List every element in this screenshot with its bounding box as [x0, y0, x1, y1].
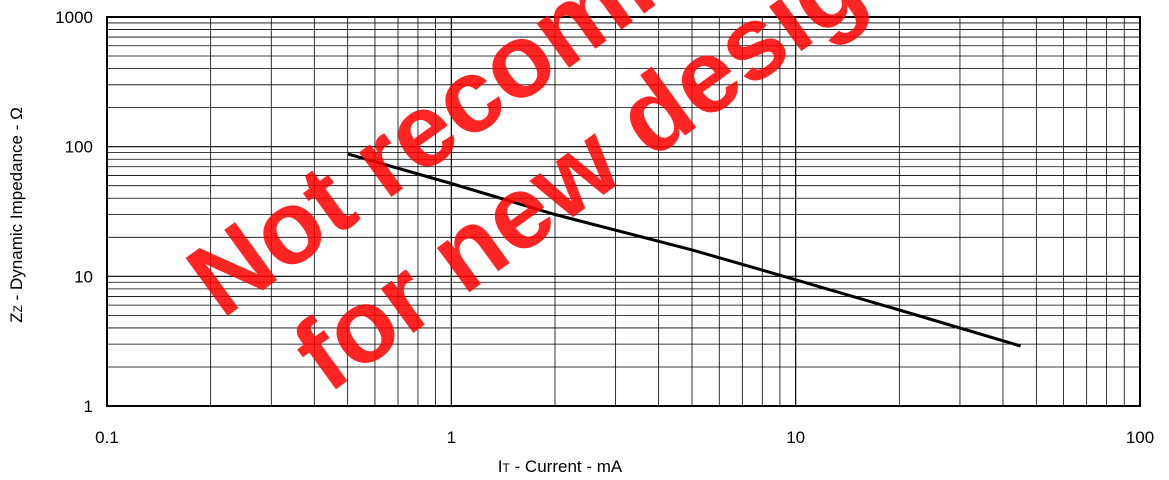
x-tick-label: 100 — [1126, 428, 1154, 447]
y-tick-label: 10 — [74, 267, 93, 286]
x-title-rest: - Current - mA — [510, 457, 623, 476]
x-tick-label: 1 — [447, 428, 456, 447]
x-tick-label: 0.1 — [95, 428, 119, 447]
y-tick-label: 100 — [65, 138, 93, 157]
x-tick-label: 10 — [786, 428, 805, 447]
series-line-0 — [347, 152, 1022, 348]
y-title-rest: - Dynamic Impedance - Ω — [7, 107, 26, 305]
x-axis-title: IT - Current - mA — [498, 457, 623, 476]
grid-lines — [107, 17, 1140, 406]
y-tick-label: 1000 — [55, 8, 93, 27]
y-title-sub: Z — [11, 305, 25, 312]
y-axis-title: ZZ - Dynamic Impedance - Ω — [7, 107, 26, 323]
y-tick-label: 1 — [84, 397, 93, 416]
plot-frame — [106, 16, 1141, 407]
y-title-main: Z — [7, 312, 26, 322]
series-layer — [347, 152, 1022, 348]
x-title-sub: T — [502, 461, 510, 475]
x-title-main: I — [498, 457, 503, 476]
